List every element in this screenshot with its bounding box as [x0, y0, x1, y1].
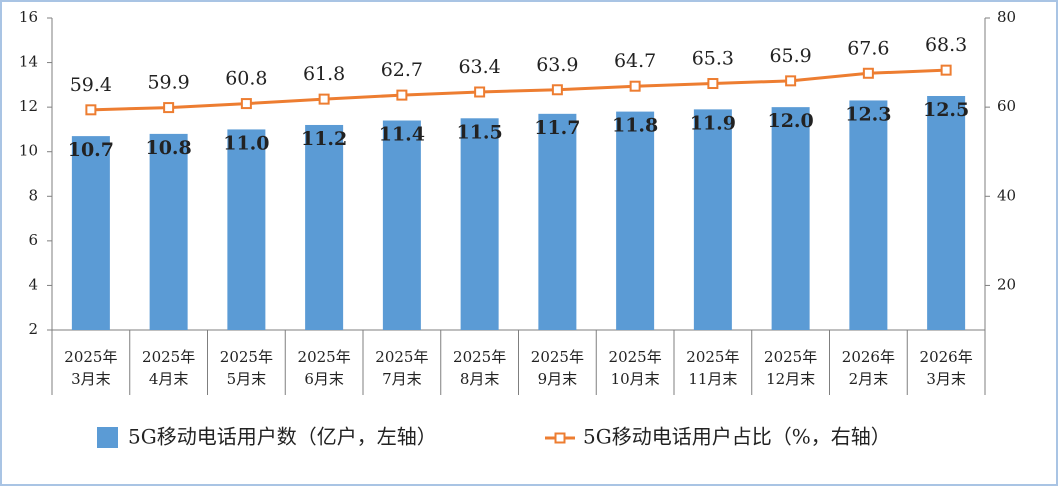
line-value-label: 61.8 [303, 63, 345, 85]
line-value-label: 68.3 [925, 34, 967, 56]
line-value-label: 67.6 [847, 37, 889, 59]
bar-value-label: 11.4 [379, 124, 425, 146]
x-tick-label: 11月末 [688, 370, 737, 388]
legend-label: 5G移动电话用户数（亿户，左轴） [128, 425, 437, 449]
bar-value-label: 12.3 [845, 103, 891, 125]
bar-value-label: 10.8 [145, 137, 191, 159]
x-tick-label: 2025年 [764, 348, 817, 366]
y-tick-label: 16 [19, 8, 38, 26]
y-tick-label: 14 [19, 53, 38, 71]
y2-tick-label: 40 [997, 186, 1016, 204]
legend-label: 5G移动电话用户占比（%，右轴） [583, 425, 891, 449]
bar [460, 118, 499, 331]
bar [305, 124, 344, 330]
line-marker [629, 80, 641, 92]
line-value-label: 59.4 [70, 74, 112, 96]
bar-value-label: 11.8 [612, 115, 658, 137]
x-tick-label: 6月末 [304, 370, 344, 388]
x-tick-label: 10月末 [611, 370, 660, 388]
bar-value-label: 11.7 [534, 117, 580, 139]
x-tick-label: 5月末 [227, 370, 267, 388]
y-tick-label: 6 [28, 231, 38, 249]
x-tick-label: 2025年 [298, 348, 351, 366]
line-marker [396, 89, 408, 101]
line-marker [940, 64, 952, 76]
y-tick-label: 12 [19, 97, 38, 115]
x-tick-label: 8月末 [460, 370, 500, 388]
x-tick-label: 3月末 [926, 370, 966, 388]
line-marker [240, 98, 252, 110]
bar-value-label: 11.2 [301, 128, 347, 150]
line-marker [318, 93, 330, 105]
y2-tick-label: 20 [997, 275, 1016, 293]
x-tick-label: 7月末 [382, 370, 422, 388]
line [90, 68, 947, 112]
bar [771, 107, 810, 331]
x-tick-label: 3月末 [71, 370, 111, 388]
bar-value-label: 11.5 [456, 121, 502, 143]
x-tick-label: 4月末 [149, 370, 189, 388]
bar [382, 120, 421, 330]
legend-swatch [97, 427, 118, 448]
bar-value-label: 11.0 [223, 132, 269, 154]
x-tick-label: 2025年 [453, 348, 506, 366]
y-tick-label: 8 [28, 186, 38, 204]
y-tick-label: 10 [19, 142, 38, 160]
x-tick-label: 2月末 [849, 370, 889, 388]
line-marker [862, 67, 874, 79]
x-tick-label: 2025年 [64, 348, 117, 366]
line-marker [551, 84, 563, 96]
y2-tick-label: 60 [997, 97, 1016, 115]
bar-value-label: 12.0 [767, 110, 813, 132]
bar-value-label: 11.9 [690, 112, 736, 134]
bar [849, 100, 888, 330]
x-tick-label: 2025年 [531, 348, 584, 366]
line-marker [474, 86, 486, 98]
x-tick-label: 12月末 [766, 370, 815, 388]
bar [71, 136, 110, 330]
bar-value-label: 10.7 [68, 139, 114, 161]
x-tick-label: 2025年 [142, 348, 195, 366]
bar [616, 111, 655, 330]
line-marker [707, 78, 719, 90]
line-value-label: 65.3 [692, 48, 734, 70]
line-marker [785, 75, 797, 87]
line-value-label: 64.7 [614, 50, 656, 72]
line-value-label: 62.7 [381, 59, 423, 81]
x-tick-label: 2025年 [686, 348, 739, 366]
x-tick-label: 9月末 [538, 370, 578, 388]
x-tick-label: 2025年 [220, 348, 273, 366]
line-value-label: 65.9 [769, 45, 811, 67]
bar [927, 96, 966, 330]
bar [538, 113, 577, 330]
line-marker [163, 102, 175, 114]
line-value-label: 59.9 [147, 72, 189, 94]
x-tick-label: 2025年 [609, 348, 662, 366]
line-value-label: 63.9 [536, 54, 578, 76]
bar [227, 129, 266, 330]
line-marker [85, 104, 97, 116]
line-value-label: 63.4 [458, 56, 500, 78]
x-tick-label: 2026年 [920, 348, 973, 366]
legend-swatch [554, 432, 566, 444]
line-value-label: 60.8 [225, 68, 267, 90]
y2-tick-label: 80 [997, 8, 1016, 26]
x-tick-label: 2026年 [842, 348, 895, 366]
bar [693, 109, 732, 330]
y-tick-label: 2 [28, 320, 38, 338]
bar [149, 133, 188, 330]
bar-value-label: 12.5 [923, 99, 969, 121]
x-tick-label: 2025年 [375, 348, 428, 366]
y-tick-label: 4 [28, 275, 38, 293]
